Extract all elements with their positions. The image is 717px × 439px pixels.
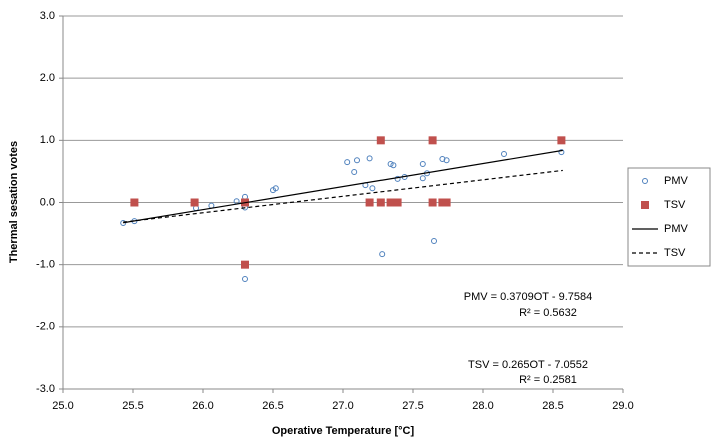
circle-marker	[344, 159, 351, 166]
x-tick-label: 26.0	[192, 400, 213, 412]
circle-marker	[366, 155, 373, 162]
annotation: R² = 0.5632	[519, 307, 577, 319]
x-tick-label: 29.0	[612, 400, 633, 412]
circle-marker	[439, 155, 446, 162]
square-marker	[428, 198, 437, 207]
y-axis-title: Thermal sesation votes	[8, 141, 20, 263]
circle-marker	[120, 220, 127, 227]
x-tick-label: 27.5	[402, 400, 423, 412]
x-tick-label: 26.5	[262, 400, 283, 412]
circle-marker	[558, 149, 565, 156]
y-tick-label: -3.0	[36, 383, 55, 395]
circle-marker	[419, 175, 426, 182]
legend-label: PMV	[664, 175, 689, 187]
circle-marker	[387, 160, 394, 167]
circle-marker	[501, 151, 507, 158]
circle-marker	[379, 251, 386, 258]
x-axis-title: Operative Temperature [°C]	[272, 425, 415, 437]
x-tick-label: 25.0	[52, 400, 73, 412]
trend-line	[123, 169, 563, 223]
circle-marker	[443, 157, 450, 164]
x-tick-label: 27.0	[332, 400, 353, 412]
circle-marker	[272, 185, 279, 192]
square-marker	[428, 136, 437, 145]
square-marker	[241, 260, 249, 269]
legend-label: PMV	[664, 223, 689, 235]
y-tick-label: -2.0	[36, 321, 55, 333]
square-marker	[386, 198, 395, 207]
square-marker	[393, 198, 402, 207]
circle-marker	[431, 238, 437, 245]
circle-marker	[369, 185, 376, 192]
circle-marker	[351, 169, 358, 176]
annotation: TSV = 0.265OT - 7.0552	[468, 359, 588, 371]
circle-marker	[233, 198, 240, 205]
y-tick-label: 3.0	[40, 10, 55, 22]
legend-label: TSV	[664, 199, 686, 211]
legend-label: TSV	[664, 247, 686, 259]
annotation: PMV = 0.3709OT - 9.7584	[464, 291, 593, 303]
square-marker	[365, 198, 374, 207]
legend-box	[627, 167, 711, 267]
x-tick-label: 25.5	[122, 400, 143, 412]
square-marker	[130, 198, 139, 207]
circle-marker	[394, 175, 401, 182]
y-tick-label: -1.0	[36, 259, 55, 271]
trend-line	[123, 149, 563, 224]
y-tick-label: 2.0	[40, 72, 55, 84]
square-marker	[442, 198, 451, 207]
square-marker	[190, 198, 199, 207]
square-marker	[557, 136, 566, 145]
circle-marker	[354, 157, 360, 164]
square-marker	[438, 198, 447, 207]
square-marker	[376, 198, 385, 207]
circle-marker	[419, 160, 426, 167]
square-marker	[641, 201, 649, 209]
y-tick-label: 1.0	[40, 134, 55, 146]
circle-marker	[642, 178, 648, 184]
circle-marker	[242, 275, 248, 282]
square-marker	[376, 136, 385, 145]
circle-marker	[390, 162, 397, 169]
annotation: R² = 0.2581	[519, 374, 577, 386]
x-tick-label: 28.5	[542, 400, 563, 412]
y-tick-label: 0.0	[40, 196, 55, 208]
x-tick-label: 28.0	[472, 400, 493, 412]
